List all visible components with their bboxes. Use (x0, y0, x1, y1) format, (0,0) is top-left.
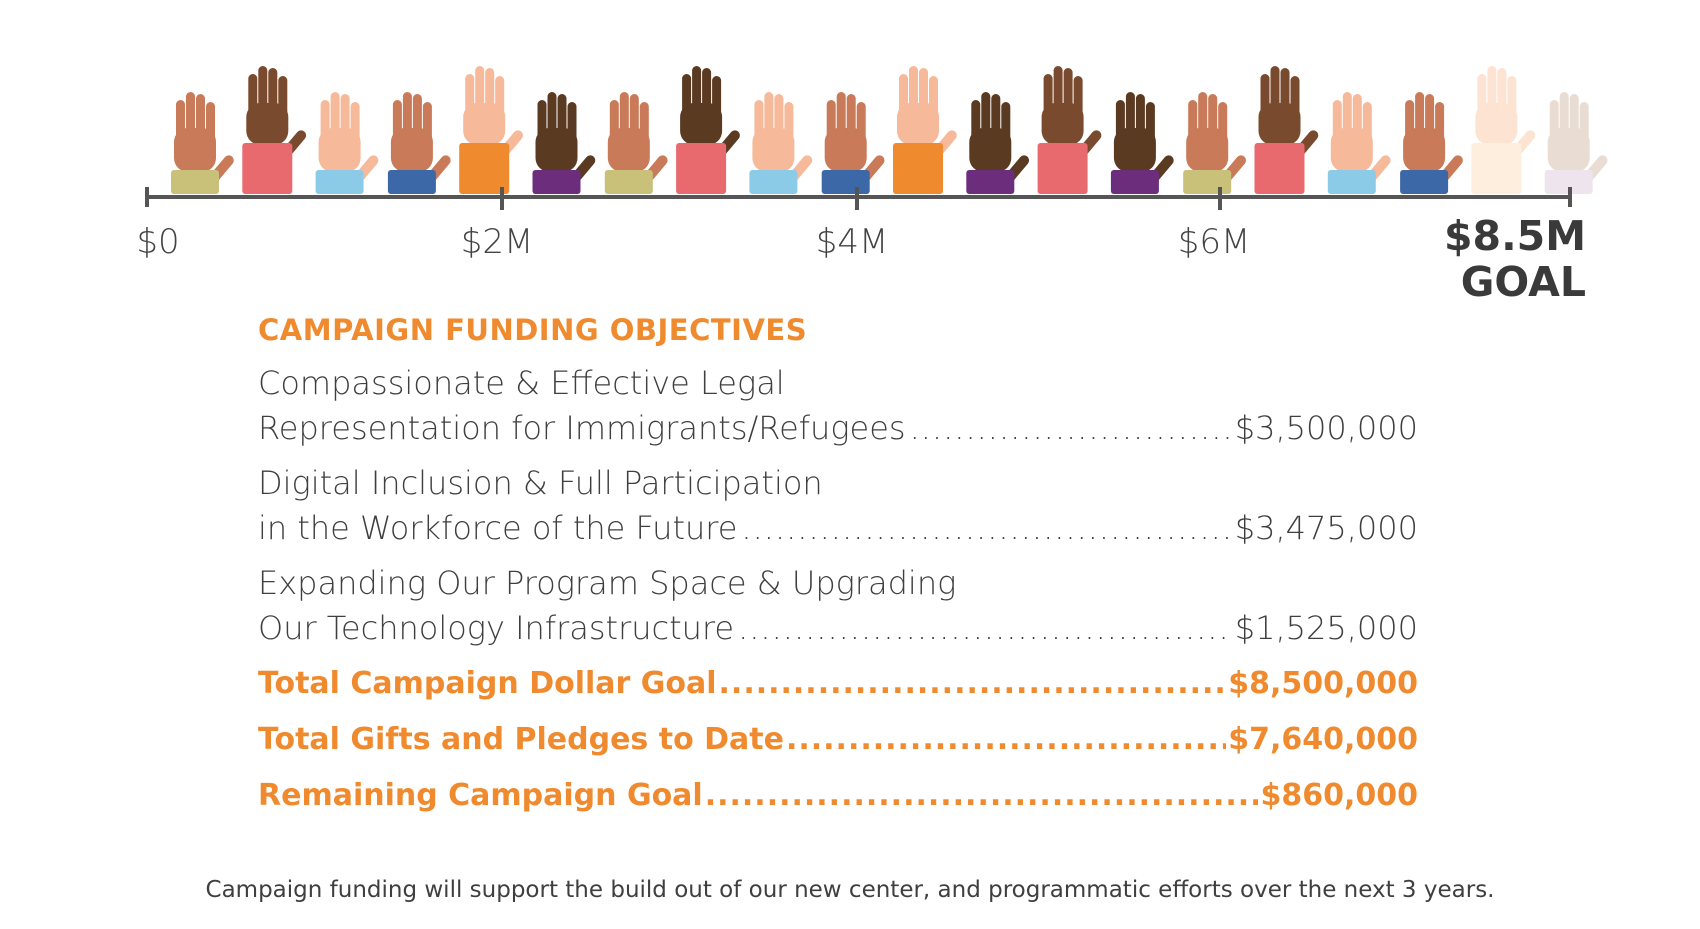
dot-leader (705, 773, 1259, 819)
objective-leader-row: Representation for Immigrants/Refugees $… (258, 406, 1418, 451)
total-gifts-row: Total Gifts and Pledges to Date $7,640,0… (258, 717, 1418, 763)
total-label: Total Campaign Dollar Goal (258, 666, 717, 701)
raised-hand-icon (1037, 66, 1102, 194)
raised-hand-icon (1254, 66, 1319, 194)
raised-hand-icon (1400, 92, 1463, 194)
goal-label: $8.5M GOAL (1444, 213, 1586, 305)
tick-label-0: $0 (136, 222, 180, 262)
goal-amount: $8.5M (1444, 212, 1586, 260)
objective-title-line1: Compassionate & Effective Legal (258, 364, 785, 402)
dot-leader (741, 506, 1230, 551)
objective-leader-row: Our Technology Infrastructure $1,525,000 (258, 606, 1418, 651)
total-amount: $860,000 (1260, 778, 1418, 813)
raised-hand-icon (1544, 92, 1608, 194)
dot-leader (786, 717, 1226, 763)
objective-item: Compassionate & Effective Legal Represen… (258, 361, 1418, 451)
raised-hand-icon (1183, 92, 1246, 194)
tick-label-6m: $6M (1177, 222, 1251, 262)
raised-hand-icon (893, 66, 957, 194)
objective-title-line2: Our Technology Infrastructure (258, 609, 735, 647)
raised-hand-icon (966, 92, 1030, 194)
objectives-heading: CAMPAIGN FUNDING OBJECTIVES (258, 313, 808, 347)
raised-hand-icon (242, 66, 307, 194)
dot-leader (738, 606, 1231, 651)
objective-item: Digital Inclusion & Full Participation i… (258, 461, 1418, 551)
raised-hand-icon (1327, 92, 1391, 194)
hands-group (171, 66, 1608, 194)
raised-hand-icon (171, 92, 234, 194)
raised-hand-icon (459, 66, 523, 194)
timeline-axis (145, 187, 1572, 210)
footnote: Campaign funding will support the build … (205, 877, 1495, 903)
raised-hand-icon (532, 92, 596, 194)
remaining-goal-row: Remaining Campaign Goal $860,000 (258, 773, 1418, 819)
dot-leader (910, 406, 1231, 451)
raised-hand-icon (749, 92, 813, 194)
raised-hand-icon (1110, 92, 1174, 194)
total-label: Remaining Campaign Goal (258, 778, 703, 813)
objective-amount: $3,475,000 (1234, 509, 1418, 547)
raised-hand-icon (604, 92, 668, 194)
objective-title-line1: Expanding Our Program Space & Upgrading (258, 564, 957, 602)
tick-label-2m: $2M (460, 222, 534, 262)
raised-hand-icon (387, 92, 451, 194)
objective-item: Expanding Our Program Space & Upgrading … (258, 561, 1418, 651)
objective-title-line2: in the Workforce of the Future (258, 509, 738, 547)
tick-label-4m: $4M (815, 222, 889, 262)
raised-hand-icon (821, 92, 885, 194)
fundraising-hands-thermometer (145, 66, 1608, 210)
raised-hand-icon (315, 92, 379, 194)
objective-title-line1: Digital Inclusion & Full Participation (258, 464, 823, 502)
objective-amount: $1,525,000 (1234, 609, 1418, 647)
raised-hand-icon (1471, 66, 1536, 194)
objective-amount: $3,500,000 (1234, 409, 1418, 447)
funding-objectives: CAMPAIGN FUNDING OBJECTIVES Compassionat… (258, 313, 1418, 819)
total-campaign-goal-row: Total Campaign Dollar Goal $8,500,000 (258, 661, 1418, 707)
total-amount: $7,640,000 (1228, 722, 1418, 757)
total-label: Total Gifts and Pledges to Date (258, 722, 784, 757)
objective-title-line2: Representation for Immigrants/Refugees (258, 409, 906, 447)
dot-leader (719, 661, 1227, 707)
goal-word: GOAL (1460, 258, 1586, 306)
objective-leader-row: in the Workforce of the Future $3,475,00… (258, 506, 1418, 551)
total-amount: $8,500,000 (1228, 666, 1418, 701)
raised-hand-icon (676, 66, 740, 194)
